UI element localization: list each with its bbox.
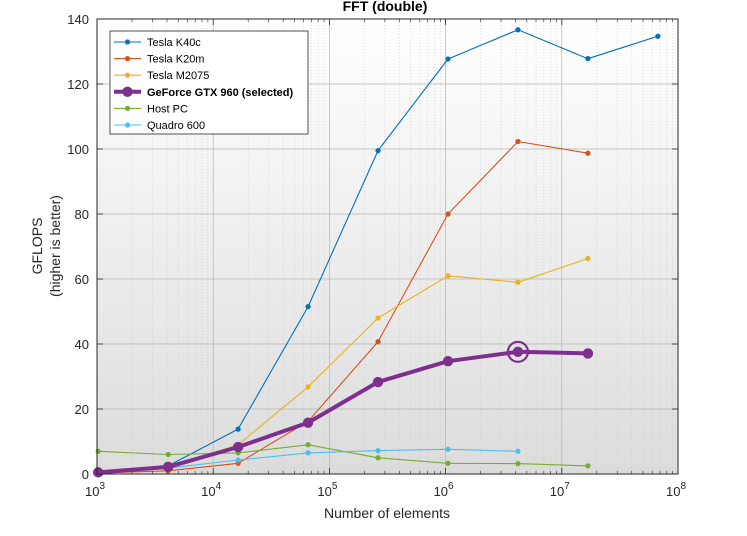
- highlight-ring: [506, 340, 530, 363]
- plot-frame: [96, 18, 679, 475]
- x-tick-exponent: 6: [448, 481, 454, 492]
- data-point: [375, 315, 381, 321]
- data-point: [442, 356, 454, 367]
- series-line: [98, 349, 588, 475]
- data-point: [302, 417, 314, 428]
- legend-entry: Quadro 600: [114, 120, 205, 132]
- y-tick-label: 120: [67, 77, 89, 92]
- x-tick-label: 106: [434, 481, 454, 499]
- legend-label: GeForce GTX 960 (selected): [147, 87, 293, 99]
- legend-entry: Tesla K40c: [114, 37, 201, 49]
- x-tick-exponent: 4: [216, 481, 222, 492]
- data-point: [515, 279, 521, 285]
- legend-marker: [124, 56, 131, 62]
- data-point: [515, 461, 521, 467]
- data-point: [305, 384, 311, 390]
- x-tick-label: 108: [666, 481, 686, 499]
- legend: Tesla K40c Tesla K20m Tesla M2075 GeForce G…: [109, 30, 309, 135]
- legend-entry: Host PC: [114, 103, 188, 115]
- legend-marker: [124, 122, 131, 128]
- data-point: [165, 451, 171, 458]
- legend-marker: [124, 39, 131, 45]
- data-point: [585, 255, 591, 262]
- data-point: [375, 455, 381, 461]
- data-point: [375, 448, 381, 454]
- legend-label: Tesla K20m: [147, 54, 204, 66]
- legend-label: Quadro 600: [147, 120, 205, 132]
- series-geforce-gtx-960-selected: [92, 340, 594, 478]
- chart-title: FFT (double): [343, 0, 428, 14]
- x-tick-base: 10: [201, 484, 215, 499]
- y-tick-label: 60: [75, 272, 89, 287]
- data-point: [515, 27, 521, 33]
- x-tick-label: 107: [550, 481, 570, 499]
- series-layer: [92, 27, 661, 478]
- data-point: [585, 150, 591, 156]
- legend-label: Host PC: [147, 103, 188, 115]
- data-point: [515, 448, 521, 454]
- data-point: [585, 463, 591, 469]
- x-tick-label: 105: [317, 481, 337, 499]
- x-axis-label: Number of elements: [324, 505, 450, 521]
- legend-entry: Tesla M2075: [114, 70, 209, 82]
- data-point: [445, 460, 451, 466]
- x-tick-base: 10: [666, 484, 680, 499]
- x-tick-base: 10: [550, 484, 564, 499]
- data-point: [445, 273, 451, 279]
- y-axis-label-line-2: (higher is better): [47, 195, 63, 297]
- data-point: [95, 448, 101, 454]
- data-point: [305, 304, 311, 310]
- y-axis-label: GFLOPS (higher is better): [29, 195, 63, 297]
- data-point: [305, 450, 311, 456]
- y-tick-label: 80: [75, 207, 89, 222]
- legend-marker: [122, 86, 133, 98]
- y-tick-label: 40: [75, 337, 89, 352]
- legend-label: Tesla M2075: [147, 70, 209, 82]
- x-tick-label: 103: [85, 481, 105, 499]
- x-tick-exponent: 7: [564, 481, 570, 492]
- legend-label: Tesla K40c: [147, 37, 201, 49]
- x-tick-base: 10: [434, 484, 448, 499]
- data-point: [585, 56, 591, 62]
- data-point: [445, 446, 451, 452]
- data-point: [305, 442, 311, 448]
- y-tick-label: 0: [82, 467, 89, 482]
- data-point: [582, 348, 594, 359]
- data-point: [375, 339, 381, 345]
- data-point: [512, 346, 524, 357]
- data-point: [445, 211, 451, 217]
- legend-entry: Tesla K20m: [114, 54, 204, 66]
- data-point: [372, 376, 384, 388]
- y-axis-label-line-1: GFLOPS: [29, 218, 45, 275]
- data-point: [515, 138, 521, 145]
- x-tick-label: 104: [201, 481, 221, 499]
- y-tick-label: 100: [67, 142, 89, 157]
- data-point: [232, 441, 244, 453]
- x-tick-exponent: 5: [332, 481, 338, 492]
- y-tick-label: 20: [75, 402, 89, 417]
- legend-marker: [124, 105, 131, 111]
- y-tick-label: 140: [67, 12, 89, 27]
- series-line: [98, 140, 588, 474]
- data-point: [445, 56, 451, 62]
- data-point: [92, 467, 104, 478]
- legend-marker: [124, 72, 131, 78]
- x-tick-base: 10: [85, 484, 99, 499]
- data-point: [235, 426, 241, 432]
- legend-entry: GeForce GTX 960 (selected): [114, 86, 293, 99]
- x-tick-base: 10: [317, 484, 331, 499]
- data-point: [162, 461, 174, 473]
- data-point: [235, 457, 241, 463]
- data-point: [655, 33, 661, 39]
- x-tick-exponent: 3: [99, 481, 105, 492]
- data-point: [375, 148, 381, 154]
- x-tick-exponent: 8: [680, 481, 686, 492]
- legend-box: [109, 30, 309, 135]
